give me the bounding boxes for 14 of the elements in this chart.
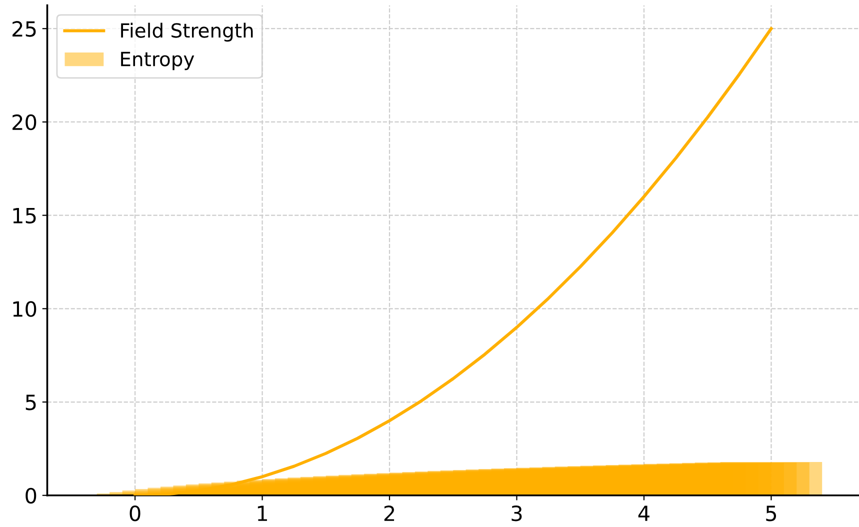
- y-tick-label: 15: [13, 208, 36, 224]
- legend-label: Field Strength: [121, 22, 253, 42]
- x-tick-label: 2: [384, 505, 394, 521]
- y-tick-label: 20: [12, 114, 36, 130]
- legend-label: Entropy: [121, 52, 194, 70]
- y-tick-label: 0: [26, 488, 36, 504]
- x-tick-label: 3: [512, 505, 522, 522]
- x-tick-label: 0: [130, 505, 140, 522]
- y-tick-label: 10: [13, 301, 36, 317]
- x-tick-label: 4: [638, 506, 650, 521]
- y-tick-label: 25: [12, 21, 36, 37]
- x-tick-label: 5: [766, 506, 776, 522]
- x-tick-label: 1: [258, 506, 267, 521]
- y-tick-label: 5: [26, 394, 36, 410]
